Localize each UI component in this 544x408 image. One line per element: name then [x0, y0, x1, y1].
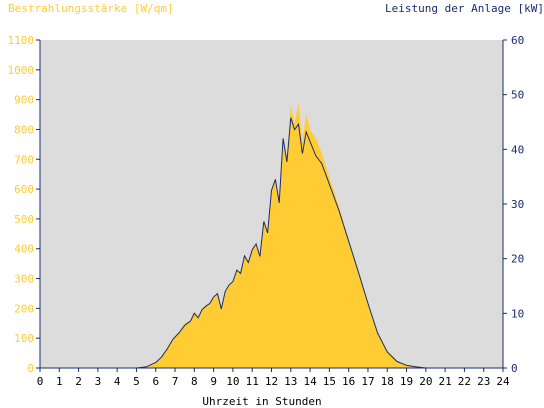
series-irradiance-area [136, 102, 446, 368]
x-tick-label: 3 [95, 375, 102, 388]
y-right-tick-label: 30 [511, 198, 524, 211]
x-tick-label: 11 [246, 375, 259, 388]
y-left-tick-label: 400 [14, 243, 34, 256]
y-left-tick-label: 1100 [8, 34, 35, 47]
y-right-tick-label: 60 [511, 34, 524, 47]
y-left-tick-label: 600 [14, 183, 34, 196]
series-layer [40, 102, 503, 369]
x-tick-label: 7 [172, 375, 179, 388]
x-tick-label: 24 [496, 375, 510, 388]
y-right-tick-label: 10 [511, 307, 524, 320]
x-tick-label: 19 [400, 375, 413, 388]
right-axis-title: Leistung der Anlage [kW] [385, 2, 544, 15]
x-tick-label: 1 [56, 375, 63, 388]
y-left-tick-label: 800 [14, 123, 34, 136]
x-tick-label: 12 [265, 375, 278, 388]
x-tick-label: 10 [226, 375, 239, 388]
y-left-tick-label: 900 [14, 94, 34, 107]
ticks-layer: 0 1 2 3 4 5 6 7 8 9 10 11 12 13 14 15 16 17 18 19 20 21 22 23 24… [8, 34, 525, 388]
x-tick-label: 0 [37, 375, 44, 388]
y-right-tick-label: 20 [511, 253, 524, 266]
x-tick-label: 22 [458, 375, 471, 388]
x-tick-label: 20 [419, 375, 432, 388]
y-left-tick-label: 0 [27, 362, 34, 375]
x-tick-label: 8 [191, 375, 198, 388]
y-right-tick-label: 40 [511, 143, 524, 156]
y-right-tick-label: 0 [511, 362, 518, 375]
left-axis-title: Bestrahlungsstärke [W/qm] [8, 2, 174, 15]
y-left-tick-label: 1000 [8, 64, 35, 77]
x-tick-label: 6 [152, 375, 159, 388]
y-left-tick-label: 100 [14, 332, 34, 345]
x-tick-label: 9 [210, 375, 217, 388]
x-tick-label: 18 [381, 375, 394, 388]
x-tick-label: 4 [114, 375, 121, 388]
x-tick-label: 2 [75, 375, 82, 388]
y-left-tick-label: 300 [14, 273, 34, 286]
x-tick-label: 5 [133, 375, 140, 388]
series-power-line [40, 117, 503, 369]
y-left-tick-label: 500 [14, 213, 34, 226]
y-left-tick-label: 200 [14, 302, 34, 315]
x-tick-label: 13 [284, 375, 297, 388]
x-tick-label: 17 [361, 375, 374, 388]
y-left-tick-label: 700 [14, 153, 34, 166]
x-tick-label: 21 [439, 375, 452, 388]
x-tick-label: 16 [342, 375, 355, 388]
x-tick-label: 23 [477, 375, 490, 388]
y-right-tick-label: 50 [511, 89, 524, 102]
x-tick-label: 14 [303, 375, 317, 388]
x-axis-title: Uhrzeit in Stunden [202, 395, 321, 408]
x-tick-label: 15 [323, 375, 336, 388]
